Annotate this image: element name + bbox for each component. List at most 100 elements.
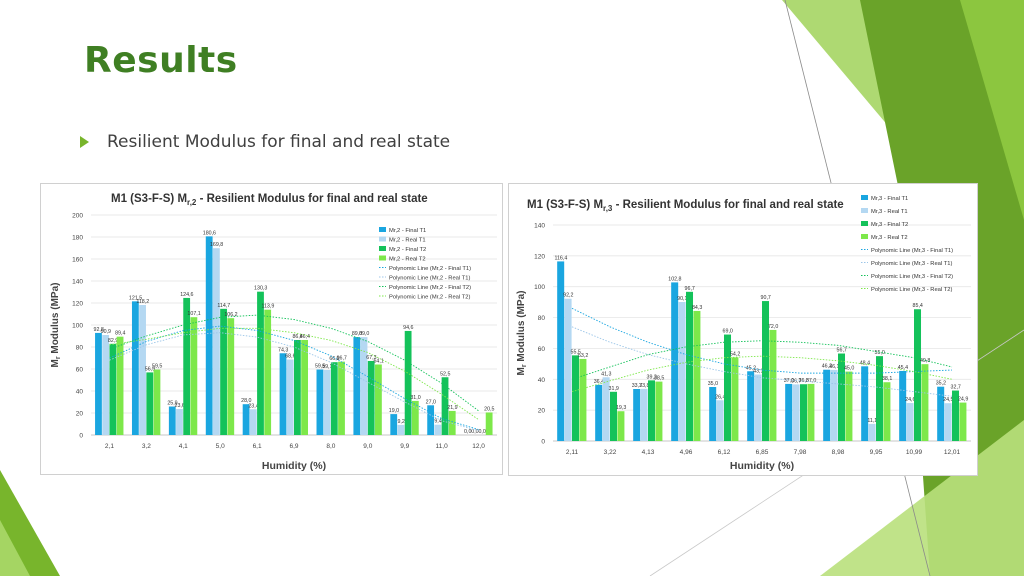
chart1-bar [116,336,124,435]
chart2-legend-label: Polynomic Line (Mr,3 - Final T1) [871,248,953,254]
chart-mr3: M1 (S3-F-S) Mr,3 - Resilient Modulus for… [508,183,978,476]
chart1-data-label: 68,6 [285,354,295,360]
chart1-xtick-label: 6,9 [289,443,298,450]
chart2-data-label: 90,1 [677,296,687,302]
chart1-ytick-label: 160 [72,257,83,264]
chart1-data-label: 23,6 [175,403,185,409]
chart2-bar [747,371,755,441]
chart2-data-label: 31,9 [609,386,619,392]
chart2-bar [769,329,777,441]
chart2-xtick-label: 4,13 [642,449,655,456]
chart2-bar [572,355,580,441]
chart1-data-label: 89,4 [115,331,125,337]
chart1-data-label: 59,1 [322,364,332,370]
chart1-data-label: 106,2 [224,312,237,318]
chart1-xtick-label: 9,0 [363,443,372,450]
chart2-ytick-label: 140 [534,223,545,230]
chart1-bar [131,301,139,435]
bullet-arrow-icon [80,136,89,148]
chart1-data-label: 0,0 [478,429,485,435]
chart2-xtick-label: 4,96 [680,449,693,456]
chart1-bar [257,291,264,435]
chart2-data-label: 55,5 [571,349,581,355]
deco-green-corner-left-light [0,520,30,576]
chart1-data-label: 64,1 [373,358,383,364]
chart2-data-label: 38,5 [654,376,664,382]
chart1-legend: Mr,2 - Final T1 Mr,2 - Real T1 Mr,2 - Fina… [379,227,471,301]
chart2-data-label: 90,7 [761,295,771,301]
chart1-legend-swatch [379,246,386,251]
chart1-data-label: 107,1 [187,311,200,317]
chart1-data-label: 20,5 [484,406,494,412]
chart2-data-label: 36,8 [799,378,809,384]
chart2-bar [762,301,770,441]
chart2-xtick-label: 10,99 [906,449,923,456]
chart1-bar [102,335,110,435]
chart2-data-label: 72,0 [768,324,778,330]
chart1-data-label: 23,4 [248,403,258,409]
chart2-data-label: 43,1 [753,369,763,375]
chart2-bar [693,310,701,441]
chart2-data-label: 26,4 [715,394,725,400]
chart1-ytick-label: 100 [72,323,83,330]
chart2-xtick-label: 7,98 [794,449,807,456]
chart1-bar [190,317,198,435]
chart1-data-label: 114,7 [217,303,230,309]
chart1-bar [360,337,368,435]
chart2-trendline [571,326,953,397]
chart2-xtick-label: 12,01 [944,449,961,456]
chart1-xtick-label: 5,0 [216,443,225,450]
chart-mr2: M1 (S3-F-S) Mr,2 - Resilient Modulus for… [40,183,503,475]
chart2-bar [845,371,853,441]
chart1-ytick-label: 120 [72,301,83,308]
chart2-legend-label: Polynomic Line (Mr,3 - Real T2) [871,287,952,293]
bullet-item: Resilient Modulus for final and real sta… [80,132,450,152]
chart2-data-label: 38,1 [882,376,892,382]
chart1-bar [139,304,146,435]
chart2-data-label: 11,1 [867,418,877,424]
chart1-ytick-label: 80 [76,345,84,352]
chart2-data-label: 102,8 [668,276,681,282]
chart1-data-label: 66,2 [329,356,339,362]
chart2-bar [602,377,610,441]
chart1-bar [441,377,449,435]
chart1-legend-swatch [379,227,386,232]
chart2-data-label: 92,2 [563,293,573,299]
chart1-bar [109,343,117,435]
chart1-bar [448,410,456,435]
chart1-data-label: 21,9 [447,405,457,411]
chart1-legend-swatch [379,255,386,261]
chart1-ytick-label: 20 [76,411,84,418]
chart1-bar [404,330,412,435]
chart1-ytick-label: 140 [72,279,83,286]
chart2-legend-swatch [861,221,868,226]
chart2-data-label: 35,0 [708,381,718,387]
chart1-bar [338,361,345,435]
chart1-bar [95,332,102,435]
chart1-bar [427,405,435,435]
chart2-xtick-label: 6,12 [718,449,731,456]
chart1-data-label: 180,6 [203,230,216,236]
chart2-bar [557,261,565,441]
chart1-ytick-label: 200 [72,213,83,220]
chart1-data-label: 59,5 [315,364,325,370]
chart2-bar [633,389,641,441]
chart2-ytick-label: 40 [538,377,546,384]
chart2-data-label: 56,7 [837,348,847,354]
chart1-legend-label: Mr,2 - Final T2 [389,247,426,253]
chart1-bar [485,412,493,435]
chart1-data-label: 90,9 [101,329,111,335]
chart1-bar [168,406,176,435]
chart1-data-label: 9,2 [397,419,404,425]
chart1-bar [375,364,382,435]
chart1-xtick-label: 8,0 [326,443,335,450]
chart1-xtick-label: 3,2 [142,443,151,450]
chart2-xtick-label: 2,11 [566,449,579,456]
bullet-text: Resilient Modulus for final and real sta… [107,132,451,152]
chart2-data-label: 37,0 [806,378,816,384]
chart2-ytick-label: 20 [538,408,546,415]
chart2-data-label: 24,6 [905,397,915,403]
chart1-bar [353,337,361,435]
chart1-data-label: 59,5 [152,364,162,370]
chart1-bar [397,424,405,435]
